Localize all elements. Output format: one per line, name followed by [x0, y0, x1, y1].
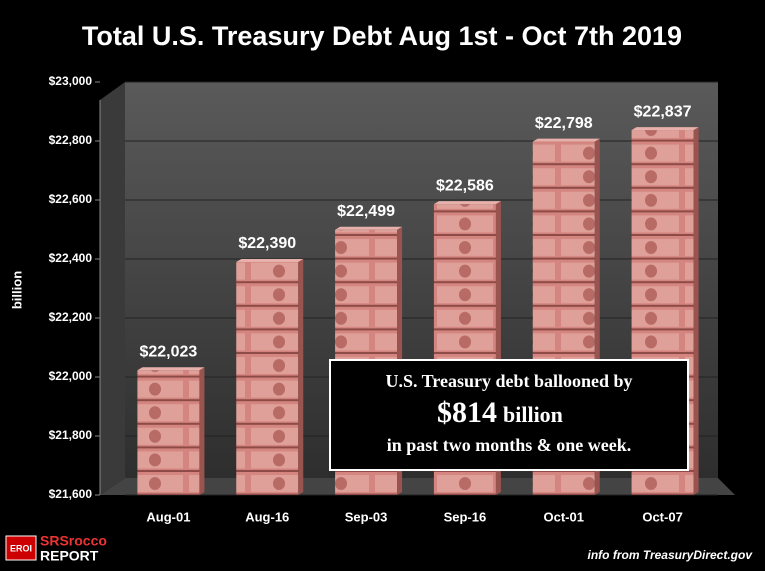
x-tick-label: Aug-16	[245, 509, 289, 524]
chart-title: Total U.S. Treasury Debt Aug 1st - Oct 7…	[82, 21, 682, 51]
y-tick-label: $22,800	[49, 133, 93, 147]
logo-badge	[5, 535, 37, 561]
annotation-line: U.S. Treasury debt ballooned by	[385, 371, 632, 391]
bar-top	[433, 201, 501, 205]
value-label: $22,837	[634, 103, 692, 120]
y-axis-label: billion	[9, 271, 24, 309]
bar-top	[236, 258, 304, 262]
bar-top	[631, 127, 699, 131]
bar-side	[199, 367, 205, 495]
annotation-box	[329, 359, 689, 471]
logo: EROI SRSrocco REPORT	[5, 533, 107, 564]
x-tick-label: Sep-16	[444, 509, 487, 524]
y-tick-label: $21,600	[49, 487, 93, 501]
y-tick-label: $22,400	[49, 251, 93, 265]
x-tick-label: Oct-07	[642, 509, 682, 524]
annotation: U.S. Treasury debt ballooned by $814 bil…	[329, 359, 689, 471]
logo-badge-text: EROI	[10, 543, 32, 553]
value-label: $22,499	[337, 203, 395, 220]
y-tick-label: $21,800	[49, 428, 93, 442]
annotation-unit: billion	[503, 402, 563, 427]
bar	[236, 261, 299, 495]
y-tick-label: $22,200	[49, 310, 93, 324]
bar-top	[137, 367, 205, 371]
bar-side	[298, 258, 304, 495]
side-wall	[100, 82, 125, 495]
value-label: $22,798	[535, 115, 593, 132]
annotation-line: in past two months & one week.	[387, 435, 632, 455]
logo-sub: REPORT	[40, 548, 99, 564]
y-tick-label: $22,000	[49, 369, 93, 383]
x-tick-label: Sep-03	[345, 509, 388, 524]
y-tick-label: $23,000	[49, 74, 93, 88]
value-label: $22,586	[436, 177, 494, 194]
annotation-amount: $814	[437, 396, 497, 429]
bar-top	[532, 138, 600, 142]
bar	[137, 370, 200, 495]
bar-top	[335, 226, 403, 230]
y-tick-label: $22,600	[49, 192, 93, 206]
value-label: $22,390	[238, 235, 296, 252]
x-tick-label: Oct-01	[544, 509, 584, 524]
x-tick-label: Aug-01	[146, 509, 190, 524]
bar-side	[693, 127, 699, 496]
logo-name: SRSrocco	[40, 533, 107, 549]
value-label: $22,023	[139, 343, 197, 360]
source: info from TreasuryDirect.gov	[588, 548, 754, 562]
